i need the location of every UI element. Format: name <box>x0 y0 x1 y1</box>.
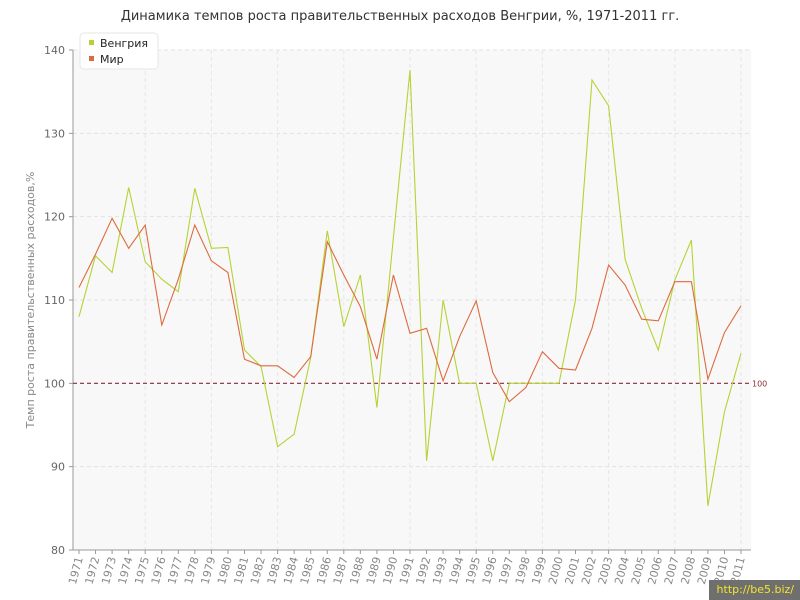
y-axis-label: Темп роста правительственных расходов,% <box>24 172 37 430</box>
legend-box <box>79 32 159 70</box>
y-tick-label: 90 <box>51 461 65 474</box>
reference-line-label: 100 <box>752 379 767 388</box>
watermark-link[interactable]: http://be5.biz/ <box>708 580 800 600</box>
legend-swatch-hungary <box>89 40 94 45</box>
series-lines <box>78 69 742 506</box>
chart-title: Динамика темпов роста правительственных … <box>120 9 680 24</box>
y-tick-label: 110 <box>44 294 65 307</box>
series-line-hungary[interactable] <box>78 69 742 506</box>
legend-swatch-world <box>89 56 94 61</box>
x-ticks: 1971197219731974197519761977197819791980… <box>66 550 748 586</box>
y-tick-label: 130 <box>44 127 65 140</box>
y-tick-label: 140 <box>44 44 65 57</box>
y-tick-label: 120 <box>44 211 65 224</box>
series-line-world[interactable] <box>78 217 742 403</box>
legend-label-hungary[interactable]: Венгрия <box>100 37 148 50</box>
legend: Венгрия Мир <box>79 32 159 70</box>
y-ticks: 80 90 100 110 120 130 140 <box>44 44 73 557</box>
y-tick-label: 100 <box>44 377 65 390</box>
legend-label-world[interactable]: Мир <box>100 53 124 66</box>
reference-line-group: 100 <box>73 379 767 388</box>
y-tick-label: 80 <box>51 544 65 557</box>
